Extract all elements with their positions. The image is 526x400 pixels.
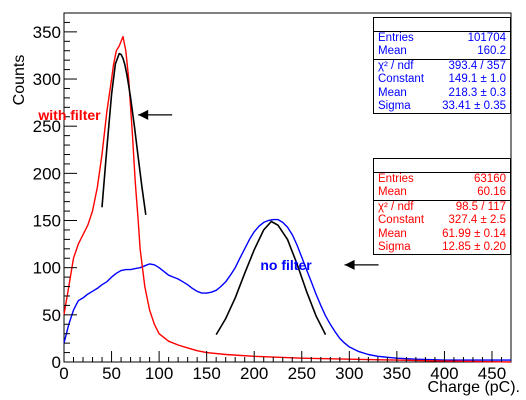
stat-row-sigma: Sigma 33.41 ± 0.35: [378, 100, 506, 113]
stat-row-chi2-ndf: χ² / ndf 393.4 / 357: [374, 58, 510, 73]
y-tick-label: 100: [33, 259, 61, 278]
stat-row-mean: Mean 60.16: [378, 186, 506, 199]
y-tick-label: 150: [33, 212, 61, 231]
x-tick-label: 0: [59, 364, 68, 383]
stat-row-entries: Entries 101704: [378, 32, 506, 44]
annotation-label: no filter: [260, 257, 312, 273]
annotation-label: with filter: [37, 107, 101, 123]
x-tick-label: 350: [383, 364, 411, 383]
x-tick-label: 150: [192, 364, 220, 383]
histogram-series-0: [63, 218, 511, 361]
x-tick-label: 450: [478, 364, 506, 383]
stat-row-sigma: Sigma 12.85 ± 0.20: [378, 241, 506, 254]
x-tick-label: 300: [335, 364, 363, 383]
annotation-1: no filter: [260, 257, 379, 273]
fit-curve-3: [215, 220, 327, 336]
annotation-arrow-head: [344, 259, 355, 270]
stat-row-mean: Mean 160.2: [378, 45, 506, 58]
histogram-series-1: [63, 35, 512, 363]
stat-row-constant: Constant 327.4 ± 2.5: [378, 214, 506, 227]
stat-box-header: [374, 18, 510, 32]
x-tick-label: 250: [288, 364, 316, 383]
stat-box-no-filter: Entries 101704 Mean 160.2 χ² / ndf 393.4 / …: [373, 17, 511, 115]
y-tick-label: 200: [33, 164, 61, 183]
y-axis-title: Counts: [11, 55, 28, 106]
x-tick-label: 400: [430, 364, 458, 383]
stat-row-entries: Entries 63160: [378, 173, 506, 185]
series-layer: [63, 35, 512, 363]
annotation-0: with filter: [37, 107, 173, 123]
x-axis-title: Charge (pC).: [428, 379, 520, 396]
x-tick-label: 50: [102, 364, 121, 383]
stat-row-fit-mean: Mean 218.3 ± 0.3: [378, 86, 506, 99]
y-tick-label: 350: [33, 23, 61, 42]
x-tick-label: 100: [145, 364, 173, 383]
stat-box-with-filter: Entries 63160 Mean 60.16 χ² / ndf 98.5 / 11…: [373, 158, 511, 256]
stat-row-chi2-ndf: χ² / ndf 98.5 / 117: [374, 199, 510, 214]
annotation-arrow-head: [138, 109, 149, 120]
stat-box-header: [374, 159, 510, 173]
x-tick-label: 200: [240, 364, 268, 383]
stat-row-fit-mean: Mean 61.99 ± 0.14: [378, 227, 506, 240]
plot-frame: [63, 12, 512, 363]
y-tick-label: 250: [33, 117, 61, 136]
y-tick-label: 50: [42, 306, 61, 325]
y-tick-label: 0: [52, 353, 61, 372]
axis-layer: 0 50 100 150 200 250 300 350 400 450 0 50 100 150 200 2…: [33, 21, 506, 383]
annotation-layer: with filter no filter: [37, 107, 379, 273]
stat-row-constant: Constant 149.1 ± 1.0: [378, 73, 506, 86]
fit-curve-2: [101, 52, 147, 216]
y-tick-label: 300: [33, 70, 61, 89]
